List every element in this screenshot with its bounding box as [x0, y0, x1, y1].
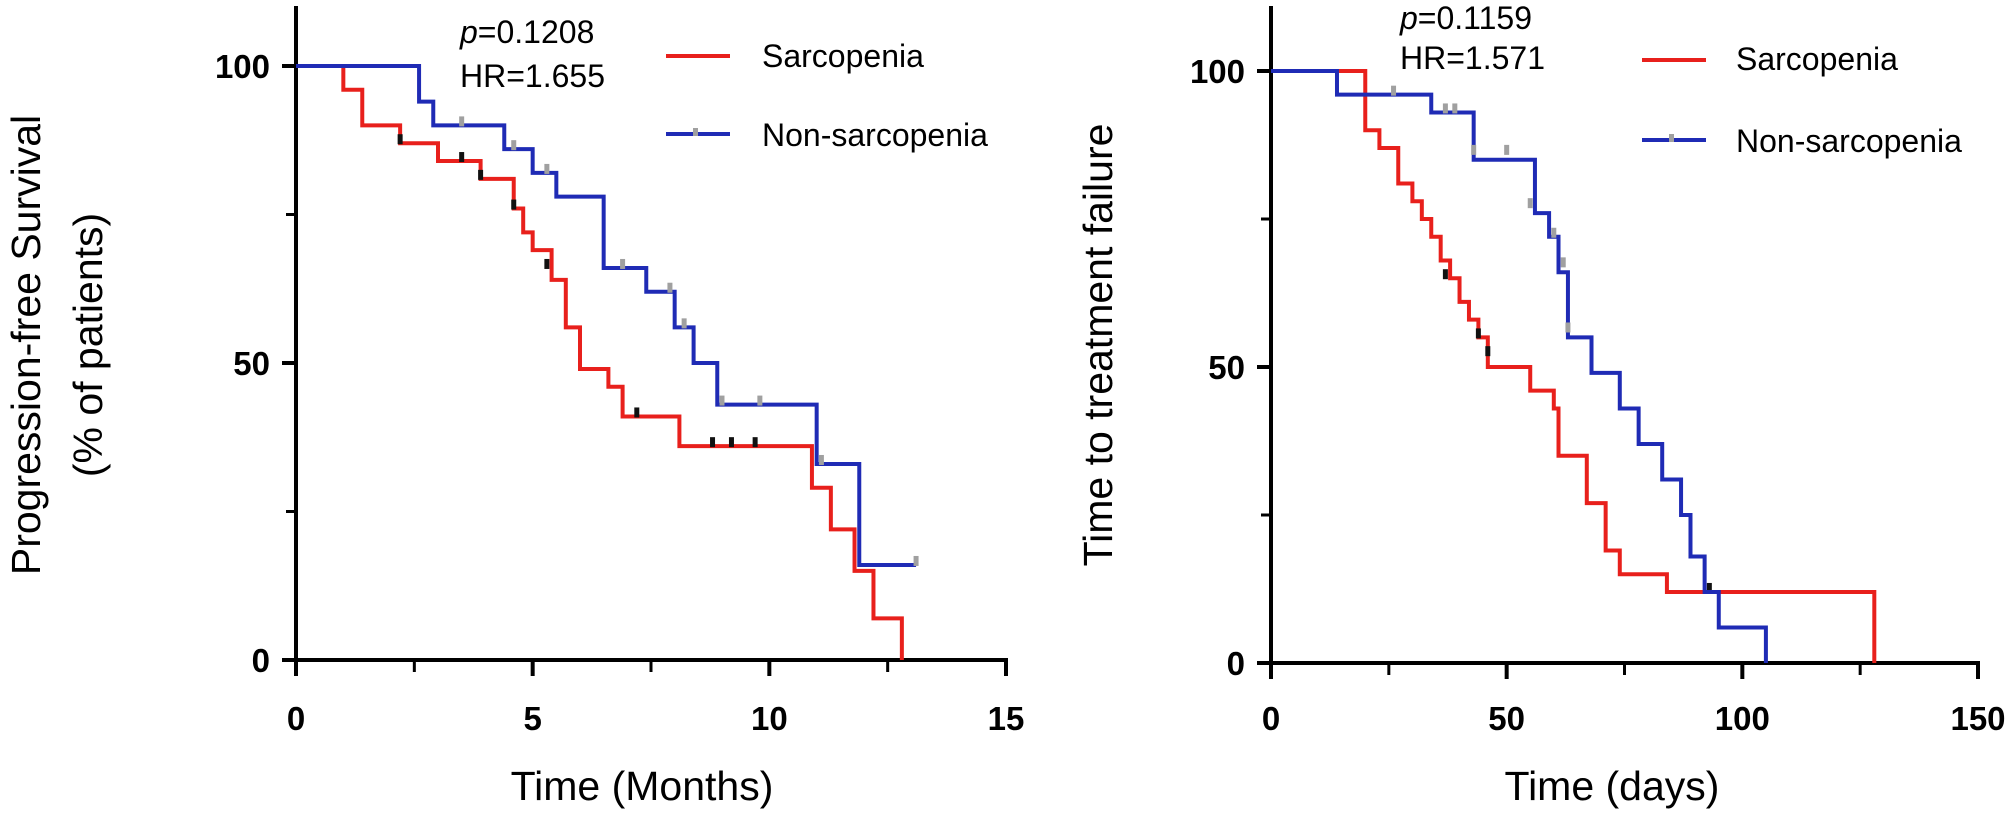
pfs-censor-sarcopenia — [478, 169, 484, 180]
pfs-censor-non-sarcopenia — [511, 140, 517, 151]
pfs-p-symbol: p — [459, 14, 478, 50]
pfs-censor-non-sarcopenia — [667, 282, 673, 293]
pfs-censor-sarcopenia — [710, 437, 716, 448]
ttf-ytick-label: 0 — [1227, 645, 1245, 682]
pfs-censor-sarcopenia — [459, 152, 465, 163]
pfs-censor-non-sarcopenia — [818, 454, 824, 465]
ttf-censor-non-sarcopenia — [1560, 257, 1566, 268]
ttf-ylabel: Time to treatment failure — [1075, 124, 1121, 567]
pfs-ylabel-line2: (% of patients) — [65, 213, 111, 477]
pfs-ylabel-line1: Progression-free Survival — [3, 115, 49, 575]
pfs-censor-sarcopenia — [634, 407, 640, 418]
ttf-censor-sarcopenia — [1442, 269, 1448, 280]
ttf-chart: Time to treatment failure p=0.1159 HR=1.… — [1075, 0, 2006, 809]
ttf-censor-non-sarcopenia — [1442, 103, 1448, 114]
ttf-legend-label-sarcopenia: Sarcopenia — [1736, 41, 1898, 77]
pfs-xtick-label: 15 — [988, 700, 1025, 737]
pfs-legend-label-sarcopenia: Sarcopenia — [762, 38, 924, 74]
ttf-censor-sarcopenia — [1475, 328, 1481, 339]
pfs-xtick-label: 0 — [287, 700, 305, 737]
ttf-xtick-label: 150 — [1950, 700, 2005, 737]
pfs-censor-sarcopenia — [544, 258, 550, 269]
ttf-censor-non-sarcopenia — [1391, 85, 1397, 96]
ttf-curve-sarcopenia — [1271, 69, 1877, 663]
ttf-censor-non-sarcopenia — [1504, 144, 1510, 155]
pfs-censor-non-sarcopenia — [757, 395, 763, 406]
pfs-censor-non-sarcopenia — [719, 395, 725, 406]
pfs-p-value: =0.1208 — [478, 14, 595, 50]
pfs-plot-area: 0 50 100 0 5 10 15 — [215, 6, 1024, 737]
pfs-xtick-label: 10 — [751, 700, 788, 737]
pfs-censor-sarcopenia — [752, 437, 758, 448]
pfs-ytick-label: 50 — [233, 345, 270, 382]
ttf-ytick-label: 100 — [1190, 53, 1245, 90]
pfs-censor-sarcopenia — [511, 199, 517, 210]
pfs-censor-non-sarcopenia — [544, 163, 550, 174]
pfs-hr-annotation: HR=1.655 — [460, 58, 605, 94]
pfs-censor-non-sarcopenia — [459, 116, 465, 127]
ttf-censor-sarcopenia — [1706, 582, 1712, 593]
ttf-legend-censor-mark — [1669, 134, 1674, 142]
ttf-censor-non-sarcopenia — [1565, 322, 1571, 333]
pfs-xtick-label: 5 — [523, 700, 541, 737]
pfs-chart: Progression-free Survival (% of patients… — [3, 6, 1024, 809]
ttf-p-annotation: p=0.1159 — [1399, 0, 1532, 36]
ttf-curve-non-sarcopenia — [1271, 69, 1768, 663]
pfs-p-annotation: p=0.1208 — [459, 14, 594, 50]
pfs-censor-sarcopenia — [728, 437, 734, 448]
ttf-xtick-label: 100 — [1715, 700, 1770, 737]
ttf-p-symbol: p — [1399, 0, 1418, 36]
pfs-curve-sarcopenia — [296, 64, 904, 660]
ttf-censor-non-sarcopenia — [1452, 103, 1458, 114]
ttf-censor-sarcopenia — [1485, 346, 1491, 357]
pfs-censor-non-sarcopenia — [913, 555, 919, 566]
ttf-hr-annotation: HR=1.571 — [1400, 40, 1545, 76]
ttf-plot-area: 0 50 100 0 50 100 150 — [1190, 6, 2006, 737]
pfs-censor-sarcopenia — [397, 134, 403, 145]
pfs-xlabel: Time (Months) — [511, 763, 774, 809]
ttf-xlabel: Time (days) — [1505, 763, 1720, 809]
ttf-xtick-label: 0 — [1262, 700, 1280, 737]
pfs-censor-non-sarcopenia — [681, 318, 687, 329]
ttf-p-value: =0.1159 — [1418, 0, 1532, 36]
ttf-censor-non-sarcopenia — [1551, 227, 1557, 238]
ttf-censor-non-sarcopenia — [1527, 198, 1533, 209]
pfs-ytick-label: 100 — [215, 48, 270, 85]
pfs-legend-label-non-sarcopenia: Non-sarcopenia — [762, 117, 988, 153]
pfs-censor-non-sarcopenia — [620, 258, 626, 269]
ttf-xtick-label: 50 — [1488, 700, 1525, 737]
ttf-ytick-label: 50 — [1208, 349, 1245, 386]
pfs-legend-censor-mark — [693, 128, 698, 136]
ttf-legend-label-non-sarcopenia: Non-sarcopenia — [1736, 123, 1962, 159]
ttf-censor-non-sarcopenia — [1471, 144, 1477, 155]
pfs-ytick-label: 0 — [252, 642, 270, 679]
